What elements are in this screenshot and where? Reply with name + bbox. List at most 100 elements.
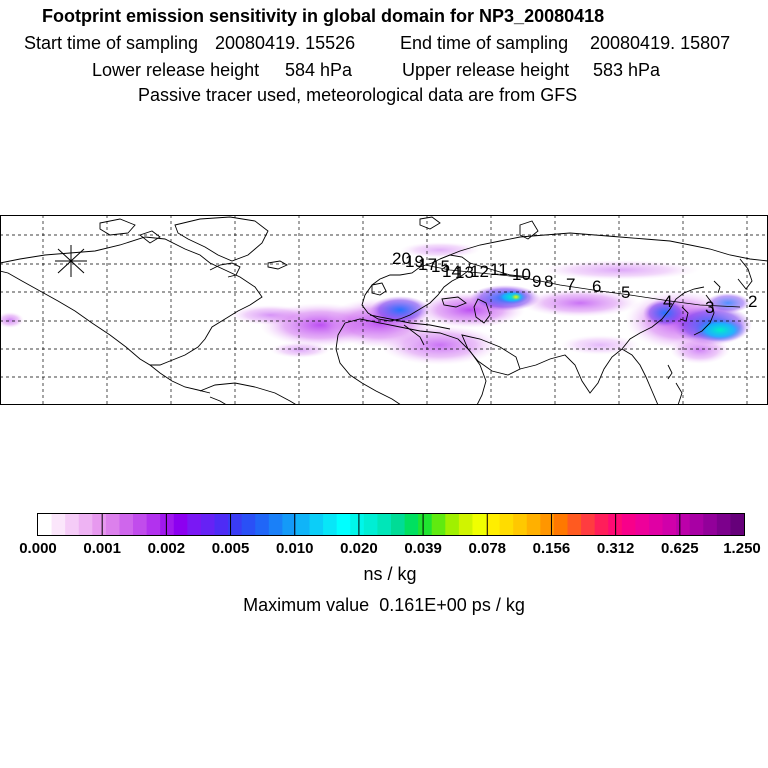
colorbar-swatch — [173, 514, 188, 536]
trajectory-line — [424, 264, 741, 308]
colorbar-swatch — [363, 514, 379, 536]
colorbar-swatch — [228, 514, 243, 536]
colorbar-swatch — [472, 514, 487, 536]
colorbar-swatch — [105, 514, 121, 536]
colorbar-swatch — [635, 514, 650, 536]
colorbar-swatch — [377, 514, 392, 536]
colorbar-swatch — [581, 514, 596, 536]
unit-label: ns / kg — [363, 564, 417, 584]
traj-label-5: 5 — [621, 283, 630, 302]
colorbar-swatch — [65, 514, 80, 536]
release-location-icon — [55, 245, 87, 277]
colorbar-swatch — [309, 514, 324, 536]
colorbar-swatch — [526, 514, 541, 536]
colorbar-swatch — [662, 514, 677, 536]
colorbar-tick-label: 1.250 — [723, 540, 761, 557]
colorbar-swatch — [255, 514, 270, 536]
colorbar-swatch — [716, 514, 732, 536]
colorbar-swatch — [282, 514, 297, 536]
traj-label-12: 12 — [470, 262, 489, 281]
colorbar-tick-label: 0.312 — [597, 540, 635, 557]
colorbar-swatch — [540, 514, 555, 536]
colorbar-swatch — [703, 514, 718, 536]
world-map: 20 19 17 15 14 13 12 11 10 9 8 7 6 5 4 3… — [0, 215, 768, 405]
colorbar-swatch — [676, 514, 691, 536]
colorbar-tick-label: 0.001 — [83, 540, 121, 557]
max-value: 0.161E+00 ps / kg — [379, 595, 525, 615]
colorbar-ticks: 0.000 0.001 0.002 0.005 0.010 0.020 0.039 0.078… — [19, 514, 761, 557]
colorbar-swatch — [295, 514, 311, 536]
colorbar-tick-label: 0.002 — [148, 540, 186, 557]
colorbar-tick-label: 0.020 — [340, 540, 378, 557]
colorbar-swatch — [160, 514, 175, 536]
upper-label: Upper release height — [402, 60, 570, 80]
colorbar-swatch — [499, 514, 514, 536]
traj-label-9: 9 — [532, 272, 541, 291]
traj-label-6: 6 — [592, 277, 601, 296]
colorbar-swatch — [594, 514, 609, 536]
colorbar-frame — [37, 513, 745, 536]
colorbar: 0.000 0.001 0.002 0.005 0.010 0.020 0.039 0.078… — [19, 513, 761, 557]
traj-label-17: 17 — [418, 255, 437, 274]
max-label: Maximum value — [243, 595, 370, 615]
colorbar-swatch — [513, 514, 528, 536]
colorbar-swatch — [38, 514, 53, 536]
note-text: Passive tracer used, meteorological data… — [138, 85, 578, 105]
graticule — [0, 215, 768, 405]
traj-label-4: 4 — [663, 292, 672, 311]
colorbar-swatch — [418, 514, 433, 536]
colorbar-swatch — [51, 514, 66, 536]
colorbar-tick-label: 0.005 — [212, 540, 250, 557]
traj-label-3: 3 — [705, 298, 714, 317]
colorbar-swatch — [730, 514, 745, 536]
colorbar-swatch — [350, 514, 365, 536]
traj-label-11: 11 — [490, 260, 508, 279]
end-value: 20080419. 15807 — [590, 33, 731, 53]
colorbar-swatch — [458, 514, 474, 536]
colorbar-tick-label: 0.010 — [276, 540, 314, 557]
colorbar-swatch — [146, 514, 161, 536]
colorbar-swatch — [268, 514, 283, 536]
colorbar-swatch — [689, 514, 704, 536]
colorbar-tick-label: 0.625 — [661, 540, 699, 557]
end-label: End time of sampling — [400, 33, 569, 53]
lower-label: Lower release height — [92, 60, 260, 80]
title-text: Footprint emission sensitivity in global… — [42, 6, 605, 26]
traj-label-19: 19 — [405, 252, 424, 271]
colorbar-swatch — [391, 514, 406, 536]
start-value: 20080419. 15526 — [215, 33, 356, 53]
colorbar-swatch — [404, 514, 419, 536]
traj-label-20: 20 — [392, 249, 411, 268]
colorbar-swatch — [200, 514, 216, 536]
traj-label-2: 2 — [748, 292, 757, 311]
colorbar-swatch — [187, 514, 202, 536]
colorbar-swatches — [38, 514, 745, 536]
traj-label-13: 13 — [455, 263, 474, 282]
colorbar-swatch — [431, 514, 446, 536]
traj-label-8: 8 — [544, 272, 553, 291]
start-label: Start time of sampling — [24, 33, 199, 53]
colorbar-swatch — [445, 514, 460, 536]
colorbar-swatch — [133, 514, 148, 536]
colorbar-swatch — [486, 514, 501, 536]
colorbar-swatch — [78, 514, 93, 536]
colorbar-tick-label: 0.078 — [468, 540, 506, 557]
colorbar-swatch — [323, 514, 338, 536]
colorbar-swatch — [648, 514, 664, 536]
traj-label-7: 7 — [566, 275, 575, 294]
max-value-line: Maximum value 0.161E+00 ps / kg — [0, 595, 768, 616]
colorbar-swatch — [336, 514, 351, 536]
sensitivity-field — [0, 242, 752, 365]
colorbar-tick-label: 0.156 — [533, 540, 571, 557]
colorbar-swatch — [92, 514, 107, 536]
colorbar-tick-label: 0.000 — [19, 540, 57, 557]
colorbar-swatch — [214, 514, 229, 536]
traj-label-14: 14 — [442, 262, 461, 281]
colorbar-swatch — [119, 514, 134, 536]
colorbar-swatch — [567, 514, 582, 536]
traj-label-10: 10 — [512, 265, 531, 284]
colorbar-swatch — [621, 514, 636, 536]
lower-value: 584 hPa — [285, 60, 353, 80]
colorbar-swatch — [241, 514, 256, 536]
colorbar-swatch — [553, 514, 569, 536]
